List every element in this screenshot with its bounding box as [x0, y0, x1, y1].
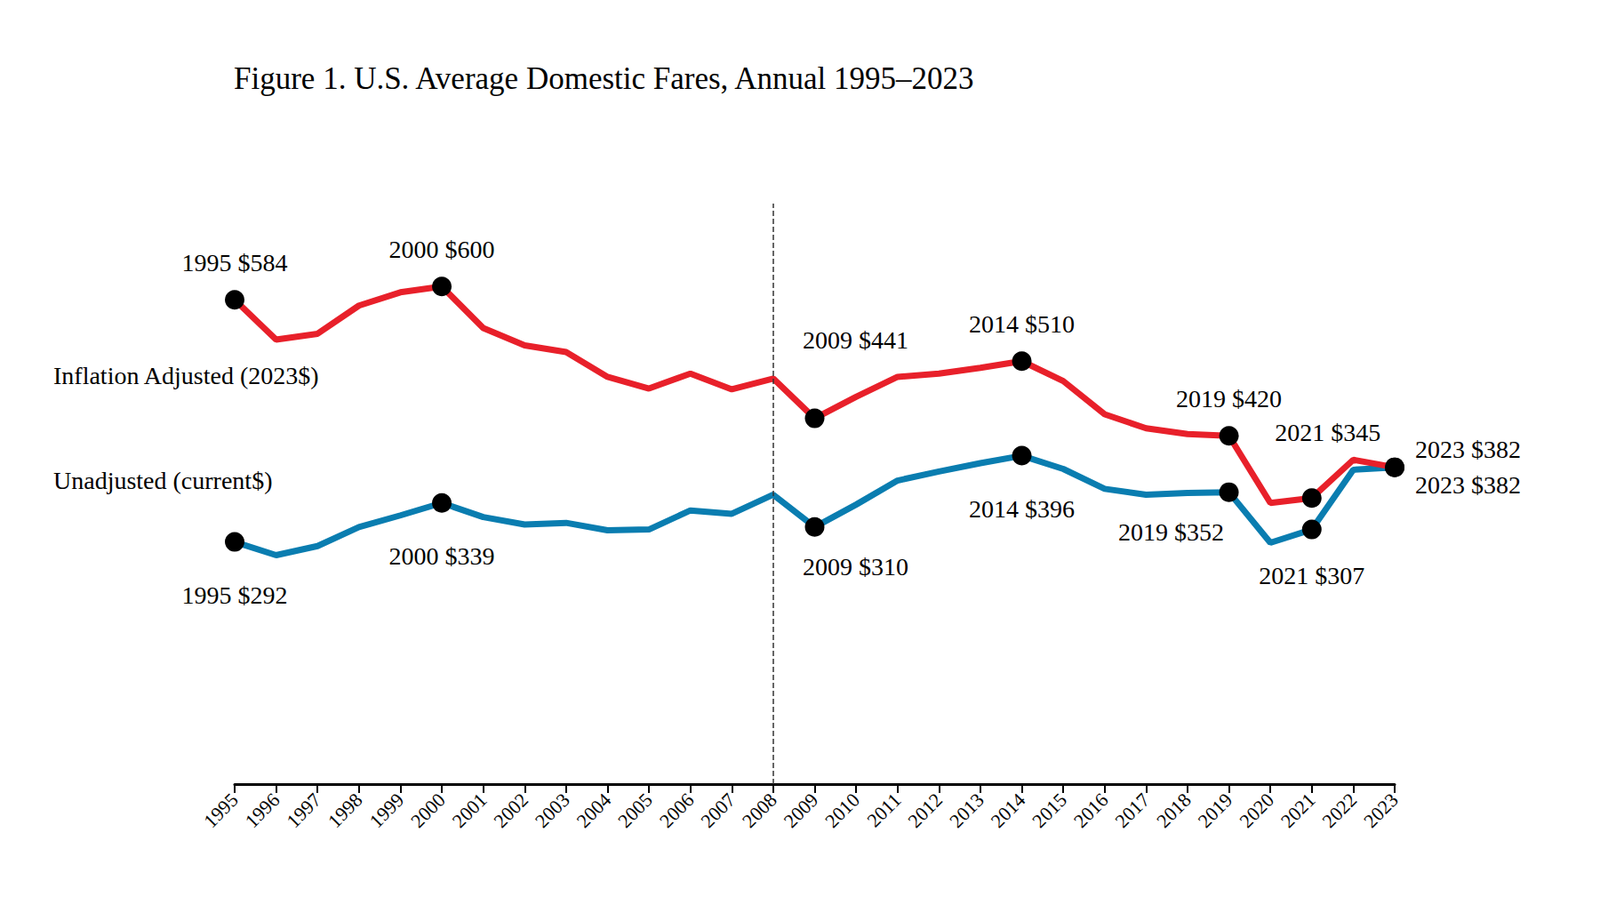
svg-text:1998: 1998	[323, 788, 368, 832]
svg-text:1999: 1999	[364, 788, 408, 832]
svg-text:2001: 2001	[448, 788, 492, 832]
svg-text:2019: 2019	[1193, 788, 1238, 832]
svg-text:2013: 2013	[944, 788, 989, 832]
svg-text:2017: 2017	[1110, 788, 1154, 832]
svg-text:2000 $339: 2000 $339	[389, 542, 496, 570]
svg-text:2010: 2010	[820, 788, 864, 832]
svg-text:Unadjusted (current$): Unadjusted (current$)	[53, 466, 272, 495]
svg-text:1996: 1996	[240, 788, 285, 832]
svg-text:2004: 2004	[572, 788, 616, 832]
svg-text:2021: 2021	[1276, 788, 1320, 832]
svg-text:1995: 1995	[199, 788, 243, 832]
svg-text:2018: 2018	[1152, 788, 1196, 832]
svg-text:2021 $345: 2021 $345	[1274, 418, 1381, 447]
svg-text:2002: 2002	[488, 788, 533, 832]
svg-text:2007: 2007	[696, 788, 740, 832]
svg-text:2003: 2003	[530, 788, 575, 832]
svg-text:2014 $510: 2014 $510	[968, 310, 1075, 338]
svg-text:2011: 2011	[862, 788, 905, 832]
svg-text:Figure 1. U.S. Average Domesti: Figure 1. U.S. Average Domestic Fares, A…	[233, 61, 974, 96]
svg-text:1997: 1997	[281, 788, 326, 832]
svg-text:2006: 2006	[655, 788, 699, 832]
svg-text:2022: 2022	[1317, 788, 1361, 832]
svg-text:1995 $584: 1995 $584	[182, 248, 288, 277]
svg-text:2014: 2014	[986, 788, 1031, 832]
svg-text:2023: 2023	[1359, 788, 1403, 832]
svg-text:2021 $307: 2021 $307	[1258, 561, 1365, 590]
svg-text:2014 $396: 2014 $396	[968, 495, 1075, 523]
svg-text:2000: 2000	[406, 788, 450, 832]
svg-text:2019 $420: 2019 $420	[1176, 384, 1282, 413]
svg-text:2012: 2012	[903, 788, 947, 832]
svg-text:Inflation Adjusted (2023$): Inflation Adjusted (2023$)	[53, 361, 320, 390]
svg-text:2005: 2005	[613, 788, 657, 832]
svg-text:2023 $382: 2023 $382	[1415, 471, 1521, 499]
svg-text:2000 $600: 2000 $600	[389, 235, 496, 264]
svg-text:2009 $310: 2009 $310	[802, 552, 909, 581]
svg-text:2023 $382: 2023 $382	[1415, 435, 1521, 464]
svg-text:2009 $441: 2009 $441	[802, 326, 909, 354]
svg-text:2015: 2015	[1027, 788, 1072, 832]
svg-text:2016: 2016	[1069, 788, 1113, 832]
svg-text:2019 $352: 2019 $352	[1118, 518, 1224, 546]
svg-text:2008: 2008	[737, 788, 782, 832]
svg-text:2009: 2009	[779, 788, 824, 832]
svg-text:2020: 2020	[1234, 788, 1279, 832]
svg-text:1995 $292: 1995 $292	[182, 581, 288, 609]
